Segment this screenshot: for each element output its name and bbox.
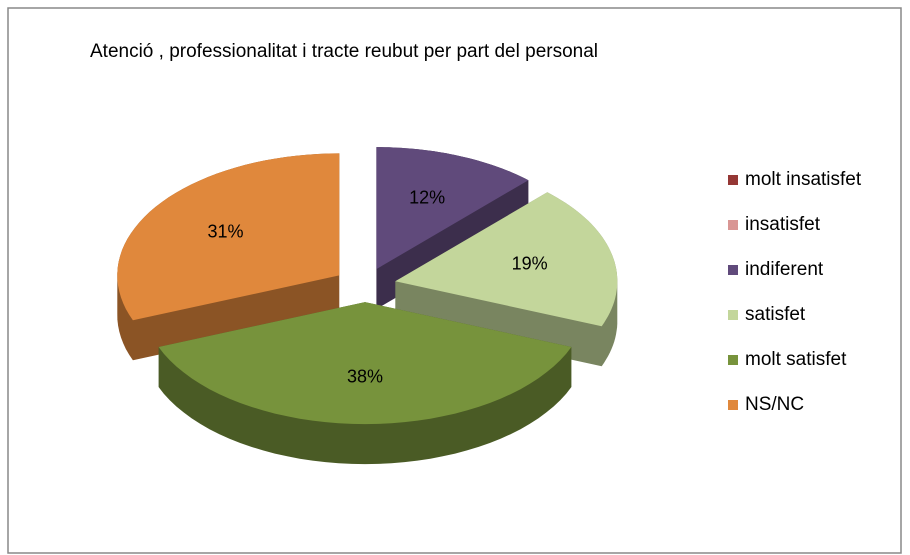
data-label: 12% xyxy=(409,188,445,208)
legend-swatch xyxy=(728,400,738,410)
legend-swatch xyxy=(728,175,738,185)
legend-label: indiferent xyxy=(745,259,824,280)
legend-swatch xyxy=(728,355,738,365)
legend-label: molt insatisfet xyxy=(745,169,862,190)
data-label: 38% xyxy=(347,366,383,386)
legend-swatch xyxy=(728,265,738,275)
slice xyxy=(158,302,572,425)
slice xyxy=(376,147,529,270)
legend-label: satisfet xyxy=(745,304,806,325)
legend-label: insatisfet xyxy=(745,214,821,235)
data-label: 19% xyxy=(512,254,548,274)
slice xyxy=(117,153,340,321)
data-label: 31% xyxy=(207,222,243,242)
legend-label: NS/NC xyxy=(745,394,804,415)
chart-title: Atenció , professionalitat i tracte reub… xyxy=(90,41,598,62)
legend-swatch xyxy=(728,220,738,230)
legend-label: molt satisfet xyxy=(745,349,847,370)
legend-swatch xyxy=(728,310,738,320)
slice xyxy=(395,192,618,327)
